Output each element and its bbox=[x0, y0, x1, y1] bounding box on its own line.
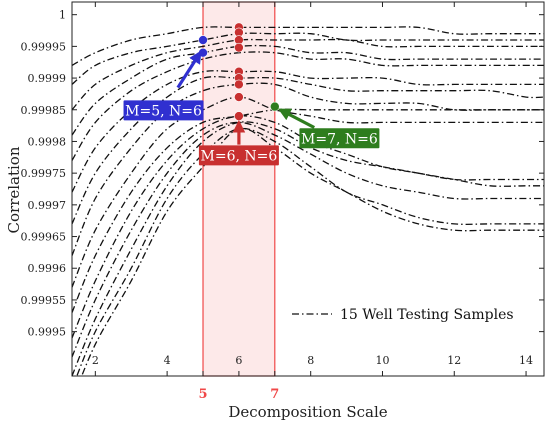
y-tick-label: 0.9998 bbox=[28, 135, 67, 148]
series-line-10 bbox=[72, 108, 544, 313]
marker-layer bbox=[198, 22, 280, 121]
annotation-box-3 bbox=[299, 128, 380, 149]
annotation-arrow-1 bbox=[176, 50, 202, 89]
x-tick-label: 10 bbox=[375, 354, 389, 367]
x-tick-label: 12 bbox=[447, 354, 461, 367]
x-axis-title: Decomposition Scale bbox=[228, 403, 387, 421]
x-tick-label: 2 bbox=[92, 354, 99, 367]
annotation-layer: M=5, N=6 M=6, N=6 M=7, N=6 bbox=[123, 50, 380, 166]
series-layer bbox=[72, 26, 544, 376]
highlight-band bbox=[202, 1, 276, 377]
y-tick-label: 0.99985 bbox=[21, 104, 67, 117]
data-marker-1 bbox=[198, 35, 208, 45]
highlight-band-layer bbox=[202, 1, 276, 377]
x-tick-label: 6 bbox=[235, 354, 242, 367]
series-line-14 bbox=[76, 127, 544, 376]
x-tick-label: 8 bbox=[307, 354, 314, 367]
data-marker-6 bbox=[234, 42, 244, 53]
y-tick-label: 1 bbox=[59, 9, 66, 22]
series-line-3 bbox=[72, 38, 544, 111]
y-tick-label: 0.99965 bbox=[21, 231, 67, 244]
series-line-15 bbox=[81, 127, 544, 376]
y-tick-label: 0.9997 bbox=[28, 199, 67, 212]
annotation-box-2 bbox=[198, 145, 279, 166]
data-marker-12 bbox=[269, 101, 280, 112]
series-line-12 bbox=[72, 121, 544, 358]
annotation-box-1 bbox=[123, 100, 204, 121]
y-tick-label: 0.99975 bbox=[21, 167, 67, 180]
plot-frame bbox=[71, 1, 545, 377]
annotation-arrow-3 bbox=[277, 108, 316, 129]
series-line-1 bbox=[72, 26, 544, 66]
y-tick-label: 0.9999 bbox=[28, 72, 67, 85]
series-line-7 bbox=[72, 76, 544, 225]
x-tick-layer: 2 4 5 6 7 8 10 12 14 bbox=[92, 2, 533, 402]
x-tick-label: 14 bbox=[519, 354, 533, 367]
series-line-5 bbox=[72, 51, 544, 161]
y-tick-layer: 0.9995 0.99955 0.9996 0.99965 0.9997 0.99975 0… bbox=[21, 9, 544, 339]
series-line-2 bbox=[72, 32, 544, 85]
data-marker-10 bbox=[234, 92, 244, 102]
data-marker-9 bbox=[234, 79, 244, 90]
annotation-label-2: M=6, N=6 bbox=[201, 148, 278, 164]
annotation-label-1: M=5, N=6 bbox=[125, 103, 202, 119]
legend-label: 15 Well Testing Samples bbox=[340, 307, 514, 323]
series-line-13 bbox=[72, 121, 544, 376]
y-tick-label: 0.9995 bbox=[28, 326, 67, 339]
series-line-9 bbox=[72, 96, 544, 288]
data-marker-11 bbox=[234, 111, 244, 121]
y-tick-label: 0.99995 bbox=[21, 40, 67, 53]
y-tick-label: 0.9996 bbox=[28, 262, 67, 275]
annotation-label-3: M=7, N=6 bbox=[301, 131, 378, 147]
legend: 15 Well Testing Samples bbox=[292, 307, 514, 323]
y-axis-title: Correlation bbox=[5, 146, 23, 233]
x-tick-label: 7 bbox=[270, 387, 279, 402]
x-tick-label: 4 bbox=[164, 354, 171, 367]
x-tick-label: 5 bbox=[198, 387, 207, 402]
series-line-4 bbox=[72, 44, 544, 136]
y-tick-label: 0.99955 bbox=[21, 294, 67, 307]
